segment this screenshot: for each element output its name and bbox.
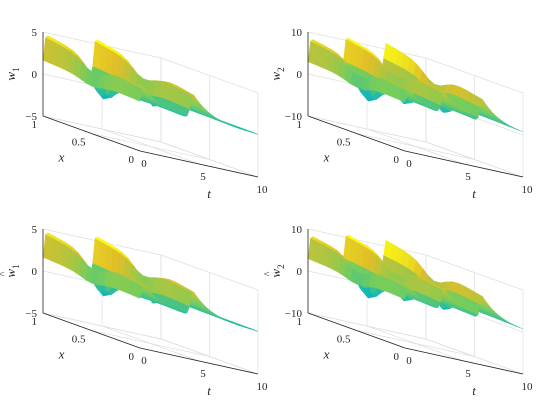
z-tick-label: −5 xyxy=(25,308,37,320)
surface-mesh xyxy=(307,234,524,329)
x-tick-label: 1 xyxy=(32,316,38,328)
z-axis-label: ^w2 xyxy=(263,264,286,277)
z-label-subscript: 2 xyxy=(276,264,286,269)
t-axis-label: t xyxy=(207,383,211,398)
t-axis-label: t xyxy=(207,186,211,201)
t-tick-label: 0 xyxy=(406,158,412,170)
z-label-subscript: 2 xyxy=(276,67,286,72)
x-axis-label: x xyxy=(323,347,330,362)
x-tick-label: 0.5 xyxy=(337,137,351,149)
x-tick-label: 0 xyxy=(394,351,400,363)
z-tick-label: 10 xyxy=(291,224,303,236)
t-tick-label: 5 xyxy=(200,171,206,183)
axes-box xyxy=(307,229,524,375)
axes-box xyxy=(42,32,259,178)
t-axis-label: t xyxy=(472,186,476,201)
x-axis-label: x xyxy=(58,150,65,165)
z-tick-label: −10 xyxy=(285,308,303,320)
x-tick-label: 0.5 xyxy=(337,334,351,346)
z-tick-label: 5 xyxy=(32,27,38,39)
z-tick-label: −10 xyxy=(285,111,303,123)
t-tick-label: 0 xyxy=(141,355,147,367)
grid-lines xyxy=(307,31,524,178)
x-tick-label: 0.5 xyxy=(72,334,86,346)
z-label-hat: ^ xyxy=(263,271,274,276)
x-tick-label: 1 xyxy=(297,316,303,328)
x-tick-label: 1 xyxy=(297,119,303,131)
x-tick-label: 0 xyxy=(129,351,135,363)
z-tick-label: 10 xyxy=(291,27,303,39)
t-tick-label: 10 xyxy=(522,184,534,196)
z-tick-label: 0 xyxy=(297,69,303,81)
t-tick-label: 0 xyxy=(406,355,412,367)
grid-lines xyxy=(307,228,524,375)
axes-box xyxy=(42,229,259,375)
z-label-subscript: 1 xyxy=(11,67,21,72)
z-tick-label: 0 xyxy=(32,69,38,81)
x-tick-label: 0 xyxy=(129,154,135,166)
x-tick-label: 0.5 xyxy=(72,137,86,149)
axes-box xyxy=(307,32,524,178)
t-tick-label: 10 xyxy=(257,184,269,196)
z-tick-label: −5 xyxy=(25,111,37,123)
surface-mesh xyxy=(42,232,259,332)
t-tick-label: 10 xyxy=(522,381,534,393)
z-axis-label: w2 xyxy=(268,67,286,80)
z-axis-label: ^w1 xyxy=(0,264,21,277)
z-axis-label: w1 xyxy=(3,67,21,80)
z-tick-label: 0 xyxy=(32,266,38,278)
t-axis-label: t xyxy=(472,383,476,398)
x-axis-label: x xyxy=(323,150,330,165)
z-label-subscript: 1 xyxy=(11,264,21,269)
t-tick-label: 0 xyxy=(141,158,147,170)
x-tick-label: 0 xyxy=(394,154,400,166)
t-tick-label: 10 xyxy=(257,381,269,393)
z-tick-label: 0 xyxy=(297,266,303,278)
z-label-hat: ^ xyxy=(0,271,9,276)
surface-mesh xyxy=(42,35,259,135)
x-tick-label: 1 xyxy=(32,119,38,131)
x-axis-label: x xyxy=(58,347,65,362)
z-tick-label: 5 xyxy=(32,224,38,236)
t-tick-label: 5 xyxy=(200,368,206,380)
surface-mesh xyxy=(307,37,524,132)
t-tick-label: 5 xyxy=(465,368,471,380)
t-tick-label: 5 xyxy=(465,171,471,183)
